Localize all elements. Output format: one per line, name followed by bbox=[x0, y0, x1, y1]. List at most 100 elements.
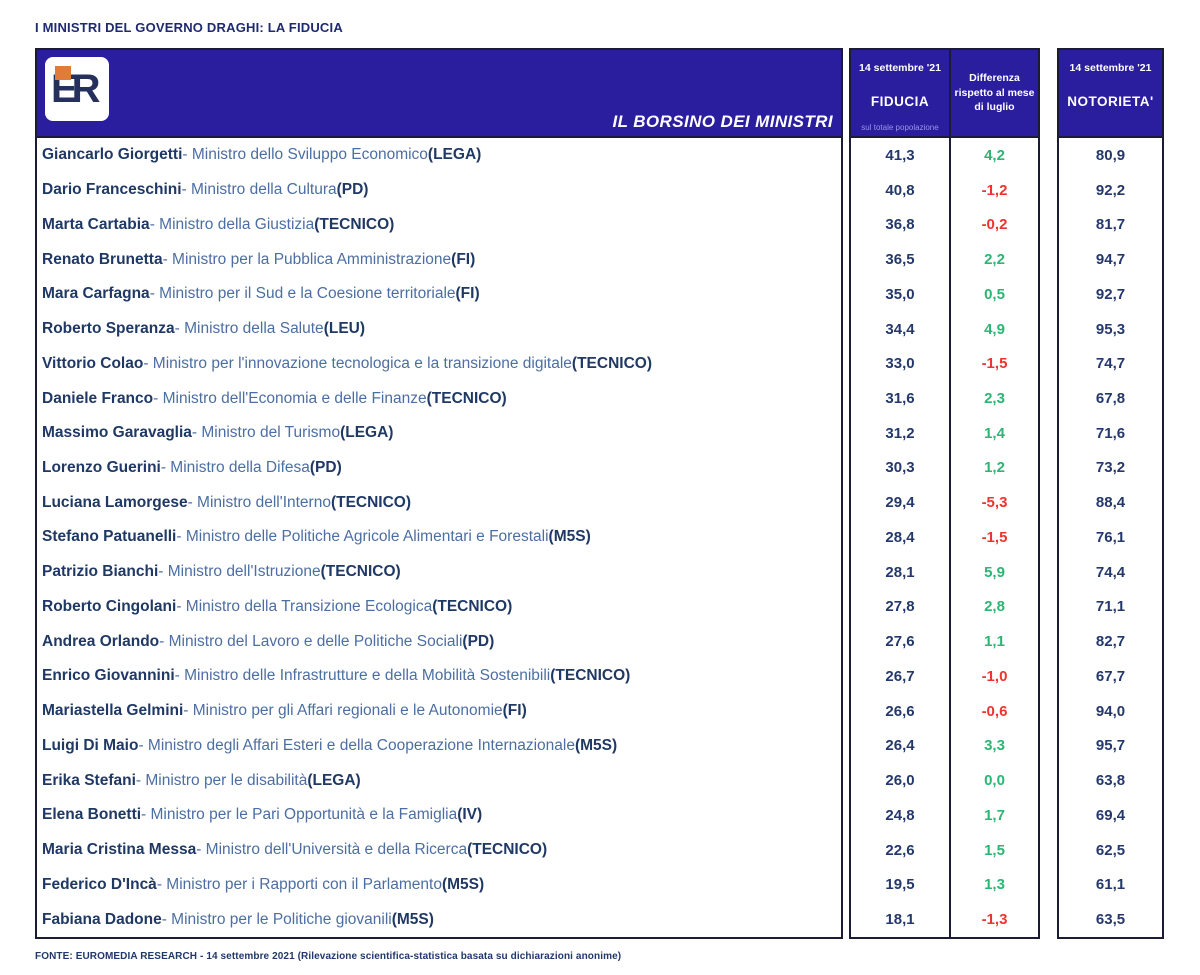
notorieta-value: 81,7 bbox=[1095, 216, 1126, 234]
differenza-value: -1,3 bbox=[981, 911, 1008, 929]
column-gap bbox=[1040, 48, 1057, 939]
differenza-value: 1,4 bbox=[984, 424, 1005, 442]
differenza-value: 5,9 bbox=[984, 563, 1005, 581]
notorieta-date-label: 14 settembre '21 bbox=[1069, 62, 1152, 74]
minister-row: Luciana Lamorgese - Ministro dell'Intern… bbox=[37, 485, 841, 520]
minister-row: Patrizio Bianchi - Ministro dell'Istruzi… bbox=[37, 555, 841, 590]
differenza-value: -1,5 bbox=[981, 355, 1008, 373]
header-differenza: Differenza rispetto al mese di luglio bbox=[951, 50, 1038, 138]
minister-name: Dario Franceschini bbox=[42, 181, 182, 199]
differenza-value: 1,1 bbox=[984, 633, 1005, 651]
notorieta-value: 95,3 bbox=[1095, 320, 1126, 338]
minister-role: - Ministro degli Affari Esteri e della C… bbox=[138, 736, 575, 754]
minister-name: Roberto Cingolani bbox=[42, 597, 177, 615]
notorieta-value: 71,1 bbox=[1095, 598, 1126, 616]
minister-row: Mariastella Gelmini - Ministro per gli A… bbox=[37, 694, 841, 729]
minister-name: Stefano Patuanelli bbox=[42, 528, 177, 546]
minister-party: (TECNICO) bbox=[320, 563, 401, 581]
minister-row: Elena Bonetti - Ministro per le Pari Opp… bbox=[37, 798, 841, 833]
header-fiducia: 14 settembre '21 FIDUCIA sul totale popo… bbox=[851, 50, 949, 138]
minister-party: (TECNICO) bbox=[571, 354, 652, 372]
fiducia-value: 19,5 bbox=[885, 876, 915, 894]
minister-role: - Ministro della Difesa bbox=[160, 458, 310, 476]
minister-party: (FI) bbox=[502, 702, 527, 720]
fiducia-value: 31,6 bbox=[885, 390, 915, 407]
minister-row: Vittorio Colao - Ministro per l'innovazi… bbox=[37, 346, 841, 381]
column-fiducia: 14 settembre '21 FIDUCIA sul totale popo… bbox=[851, 50, 951, 937]
minister-party: (TECNICO) bbox=[330, 493, 412, 511]
fiducia-value: 24,8 bbox=[885, 806, 915, 824]
minister-party: (TECNICO) bbox=[550, 667, 631, 685]
differenza-value: 3,3 bbox=[984, 737, 1005, 755]
minister-party: (TECNICO) bbox=[432, 597, 513, 615]
minister-row: Roberto Speranza - Ministro della Salute… bbox=[37, 312, 841, 347]
differenza-value: -1,2 bbox=[981, 181, 1008, 199]
minister-role: - Ministro dell'Interno bbox=[187, 493, 331, 511]
minister-role: - Ministro per la Pubblica Amministrazio… bbox=[162, 250, 452, 268]
fiducia-value: 41,3 bbox=[885, 146, 915, 164]
minister-rows: Giancarlo Giorgetti - Ministro dello Svi… bbox=[37, 138, 841, 937]
fiducia-value: 26,7 bbox=[885, 667, 915, 685]
minister-role: - Ministro per il Sud e la Coesione terr… bbox=[149, 285, 456, 303]
column-gap bbox=[843, 48, 849, 939]
minister-row: Roberto Cingolani - Ministro della Trans… bbox=[37, 590, 841, 625]
minister-name: Federico D'Incà bbox=[42, 875, 157, 893]
minister-row: Marta Cartabia - Ministro della Giustizi… bbox=[37, 207, 841, 242]
fiducia-value: 22,6 bbox=[885, 841, 915, 859]
minister-party: (LEGA) bbox=[340, 424, 394, 442]
minister-name: Renato Brunetta bbox=[42, 250, 163, 268]
fiducia-value: 36,5 bbox=[885, 251, 915, 269]
minister-role: - Ministro per gli Affari regionali e le… bbox=[183, 702, 503, 720]
column-differenza: Differenza rispetto al mese di luglio 4,… bbox=[951, 50, 1038, 937]
differenza-value: 0,0 bbox=[984, 772, 1005, 790]
logo-orange-square-icon bbox=[55, 66, 71, 80]
source-note: FONTE: EUROMEDIA RESEARCH - 14 settembre… bbox=[35, 951, 622, 962]
minister-role: - Ministro per i Rapporti con il Parlame… bbox=[156, 875, 442, 893]
minister-role: - Ministro per le Pari Opportunità e la … bbox=[141, 806, 458, 824]
notorieta-value: 95,7 bbox=[1095, 737, 1126, 755]
notorieta-value: 94,7 bbox=[1095, 251, 1126, 269]
differenza-value: 2,2 bbox=[984, 251, 1005, 269]
notorieta-value: 74,4 bbox=[1095, 563, 1126, 581]
minister-row: Federico D'Incà - Ministro per i Rapport… bbox=[37, 867, 841, 902]
minister-party: (FI) bbox=[451, 250, 476, 268]
minister-name: Massimo Garavaglia bbox=[42, 424, 192, 442]
minister-row: Enrico Giovannini - Ministro delle Infra… bbox=[37, 659, 841, 694]
differenza-value: 4,9 bbox=[984, 320, 1005, 338]
notorieta-value: 61,1 bbox=[1095, 876, 1126, 894]
minister-name: Elena Bonetti bbox=[42, 806, 142, 824]
minister-role: - Ministro per le disabilità bbox=[135, 771, 308, 789]
minister-name: Maria Cristina Messa bbox=[42, 841, 197, 859]
fiducia-value: 35,0 bbox=[885, 285, 915, 303]
differenza-value: -0,2 bbox=[981, 216, 1008, 234]
differenza-value: 4,2 bbox=[984, 146, 1005, 164]
differenza-value: -0,6 bbox=[981, 702, 1008, 720]
notorieta-label: NOTORIETA' bbox=[1067, 94, 1154, 109]
minister-row: Mara Carfagna - Ministro per il Sud e la… bbox=[37, 277, 841, 312]
minister-role: - Ministro della Salute bbox=[174, 320, 324, 338]
minister-party: (M5S) bbox=[548, 528, 591, 546]
minister-row: Andrea Orlando - Ministro del Lavoro e d… bbox=[37, 624, 841, 659]
fiducia-value: 29,4 bbox=[885, 494, 915, 512]
minister-party: (M5S) bbox=[574, 736, 618, 754]
notorieta-value: 94,0 bbox=[1095, 702, 1126, 720]
minister-role: - Ministro per le Politiche giovanili bbox=[161, 910, 392, 928]
minister-party: (PD) bbox=[336, 181, 369, 199]
board-title: IL BORSINO DEI MINISTRI bbox=[612, 112, 833, 131]
notorieta-value: 67,7 bbox=[1095, 667, 1126, 685]
fiducia-value: 36,8 bbox=[885, 216, 915, 234]
differenza-values: 4,2 -1,2 -0,2 2,2 0,5 4,9 -1,5 2,3 1,4 1,2 -5,3 -1,… bbox=[951, 138, 1038, 937]
block-fiducia-differenza: 14 settembre '21 FIDUCIA sul totale popo… bbox=[849, 48, 1040, 939]
notorieta-value: 92,7 bbox=[1095, 285, 1126, 303]
minister-role: - Ministro del Lavoro e delle Politiche … bbox=[159, 632, 463, 650]
minister-role: - Ministro del Turismo bbox=[191, 424, 341, 442]
minister-row: Renato Brunetta - Ministro per la Pubbli… bbox=[37, 242, 841, 277]
fiducia-value: 27,6 bbox=[885, 633, 915, 651]
fiducia-value: 26,6 bbox=[885, 702, 915, 720]
block-notorieta: 14 settembre '21 NOTORIETA' 80,9 92,2 81,7… bbox=[1057, 48, 1164, 939]
notorieta-values: 80,9 92,2 81,7 94,7 92,7 95,3 74,7 67,8 71,6 73,2… bbox=[1059, 138, 1162, 937]
differenza-label: Differenza rispetto al mese di luglio bbox=[954, 71, 1035, 114]
minister-role: - Ministro della Transizione Ecologica bbox=[176, 597, 433, 615]
minister-row: Dario Franceschini - Ministro della Cult… bbox=[37, 173, 841, 208]
header-notorieta: 14 settembre '21 NOTORIETA' bbox=[1059, 50, 1162, 138]
